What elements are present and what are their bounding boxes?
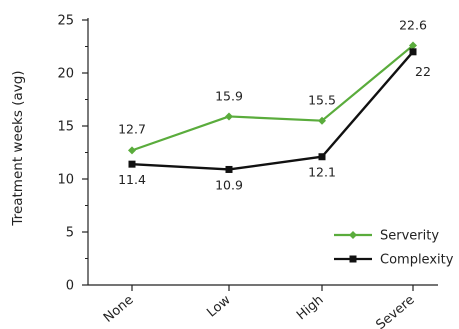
data-point [409,41,417,50]
series-1: 11.4 10.9 12.1 22 [118,48,431,192]
y-tick-label: 0 [66,279,74,294]
data-point [225,112,233,121]
legend-item: Complexity [334,253,454,268]
y-axis: 0 5 10 15 20 25 [57,14,89,294]
x-axis: None Low High Severe [88,284,438,329]
legend-item: Serverity [334,229,439,244]
data-label: 15.9 [215,88,243,103]
data-point [128,146,136,155]
data-point [409,48,417,56]
x-tick-label: Severe [373,293,417,329]
series-layer: 12.7 15.9 15.5 22.6 11.4 10.9 12.1 22 [118,17,431,192]
data-point [318,116,326,125]
data-label: 15.5 [308,93,336,108]
y-tick-label: 15 [57,120,74,135]
y-tick-label: 5 [66,226,74,241]
data-point [128,160,136,168]
x-tick-label: None [101,293,137,326]
y-tick-label: 10 [57,173,74,188]
legend-marker [349,255,357,263]
legend-label: Serverity [380,229,439,244]
series-line [131,51,414,171]
x-tick-label: High [294,293,327,324]
data-label: 11.4 [118,172,146,187]
legend: Serverity Complexity [334,229,454,268]
data-point [318,153,326,161]
x-tick-label: Low [204,292,234,320]
data-label: 22.6 [399,17,427,32]
y-tick-label: 20 [57,67,74,82]
data-label: 12.1 [308,165,336,180]
legend-label: Complexity [380,253,454,268]
data-point [225,165,233,173]
y-axis-title: Treatment weeks (avg) [10,70,26,226]
data-label: 10.9 [215,177,243,192]
data-label: 12.7 [118,121,146,136]
legend-marker [349,231,357,239]
data-label: 22 [415,64,431,79]
y-tick-label: 25 [57,14,74,29]
series-0: 12.7 15.9 15.5 22.6 [118,17,427,155]
series-line [131,44,414,152]
